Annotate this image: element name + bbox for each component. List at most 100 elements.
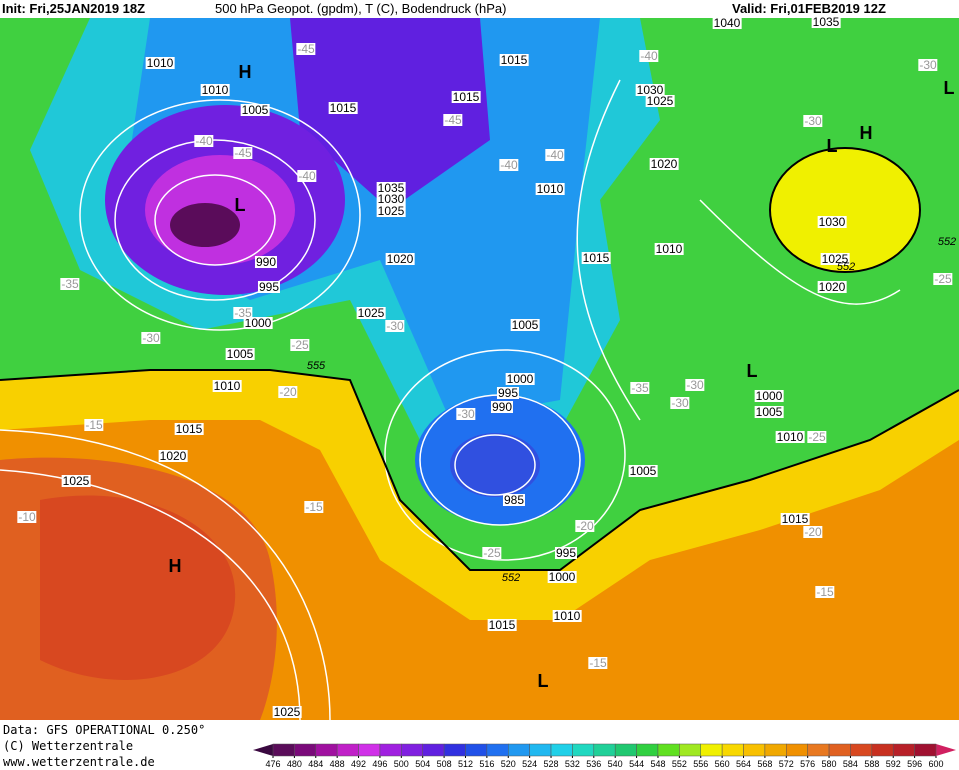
temperature-label: -40 [297, 169, 317, 183]
temperature-label: -30 [918, 58, 938, 72]
isobar-label: 995 [554, 546, 578, 560]
colorbar-tick-label: 504 [415, 759, 431, 769]
colorbar-tick-label: 572 [778, 759, 794, 769]
colorbar-tick-label: 592 [885, 759, 901, 769]
isobar-label: 1010 [200, 83, 230, 97]
colorbar-tick-label: 524 [522, 759, 538, 769]
isobar-label: 1020 [385, 252, 415, 266]
isobar-label: 1005 [628, 464, 658, 478]
isobar-label: 1030 [817, 215, 847, 229]
colorbar-swatch [721, 743, 744, 757]
colorbar-swatch [315, 743, 338, 757]
isobar-label: 1035 [811, 15, 841, 29]
temperature-label: -30 [803, 114, 823, 128]
colorbar-swatch [529, 743, 552, 757]
colorbar-tick-label: 580 [821, 759, 837, 769]
colorbar-tick-label: 508 [436, 759, 452, 769]
colorbar-swatch [828, 743, 851, 757]
pressure-center: H [238, 62, 252, 82]
pressure-center: L [746, 361, 758, 381]
temperature-label: -15 [815, 585, 835, 599]
isobar-label: 1030 [376, 192, 406, 206]
temperature-label: -30 [670, 396, 690, 410]
temperature-label: -45 [296, 42, 316, 56]
temperature-label: -35 [233, 306, 253, 320]
colorbar-swatch [550, 743, 573, 757]
colorbar-swatch [508, 743, 530, 757]
colorbar-tick-label: 536 [586, 759, 602, 769]
isobar-label: 1010 [535, 182, 565, 196]
data-source: Data: GFS OPERATIONAL 0.250° [3, 723, 206, 737]
temperature-label: -30 [141, 331, 161, 345]
isobar-label: 1015 [487, 618, 517, 632]
isobar-label: 1025 [356, 306, 386, 320]
isobar-label: 1000 [547, 570, 577, 584]
colorbar-swatch [743, 743, 766, 757]
pressure-center: H [859, 123, 873, 143]
height-label: 552 [937, 236, 957, 248]
h552-line [0, 147, 959, 571]
colorbar-tick-label: 540 [607, 759, 623, 769]
colorbar-tick-label: 496 [372, 759, 388, 769]
colorbar-swatch [572, 743, 595, 757]
isobar-label: 1000 [754, 389, 784, 403]
colorbar-tick-label: 500 [393, 759, 409, 769]
colorbar-tick-label: 480 [286, 759, 302, 769]
pressure-center: H [168, 556, 182, 576]
temperature-label: -20 [278, 385, 298, 399]
temperature-label: -10 [17, 510, 37, 524]
colorbar-swatch [422, 743, 445, 757]
isobar-label: 1000 [505, 372, 535, 386]
colorbar-swatch [657, 743, 680, 757]
colorbar-tick-label: 492 [351, 759, 367, 769]
isobar-label: 1015 [174, 422, 204, 436]
colorbar-swatch [786, 743, 808, 757]
colorbar-tick-label: 484 [308, 759, 324, 769]
isobar-label: 1035 [376, 181, 406, 195]
pressure-center: L [234, 195, 246, 215]
isobar-label: 1030 [635, 83, 665, 97]
colorbar-swatch [807, 743, 830, 757]
temperature-label: -30 [456, 407, 476, 421]
isobar-label: 1010 [775, 430, 805, 444]
isobar-label: 995 [496, 386, 520, 400]
colorbar-tick-label: 576 [800, 759, 816, 769]
colorbar-swatch [636, 743, 659, 757]
colorbar-tick-label: 564 [736, 759, 752, 769]
colorbar-tick-label: 596 [907, 759, 923, 769]
isobar-label: 1005 [225, 347, 255, 361]
colorbar-tick-label: 548 [650, 759, 666, 769]
colorbar-tick-label: 600 [928, 759, 944, 769]
map-background [0, 18, 959, 721]
isobar-label: 1015 [780, 512, 810, 526]
isobar-label: 1025 [820, 252, 850, 266]
copyright: (C) Wetterzentrale [3, 739, 134, 753]
temperature-label: -25 [933, 272, 953, 286]
colorbar-swatch [914, 743, 937, 757]
isobar-label: 1040 [712, 16, 742, 30]
pressure-center: L [537, 671, 549, 691]
colorbar-swatch [486, 743, 509, 757]
colorbar-tick-label: 568 [757, 759, 773, 769]
isobar-label: 995 [257, 280, 281, 294]
colorbar-high-end [936, 744, 956, 756]
colorbar-tick-label: 476 [265, 759, 281, 769]
isobar-label: 1025 [645, 94, 675, 108]
temperature-label: -20 [575, 519, 595, 533]
colorbar-tick-label: 588 [864, 759, 880, 769]
isobars [0, 79, 901, 721]
isobar-label: 1010 [654, 242, 684, 256]
colorbar-swatch [358, 743, 381, 757]
height-label: 555 [306, 360, 326, 372]
temperature-label: -35 [60, 277, 80, 291]
colorbar-tick-label: 512 [457, 759, 473, 769]
isobar-label: 1015 [328, 101, 358, 115]
colorbar-tick-label: 516 [479, 759, 495, 769]
temperature-label: -30 [385, 319, 405, 333]
temperature-label: -25 [807, 430, 827, 444]
colorbar-swatch [443, 743, 466, 757]
pressure-center: L [826, 136, 838, 156]
colorbar-tick-label: 532 [564, 759, 580, 769]
temperature-label: -20 [803, 525, 823, 539]
isobar-label: 1010 [212, 379, 242, 393]
